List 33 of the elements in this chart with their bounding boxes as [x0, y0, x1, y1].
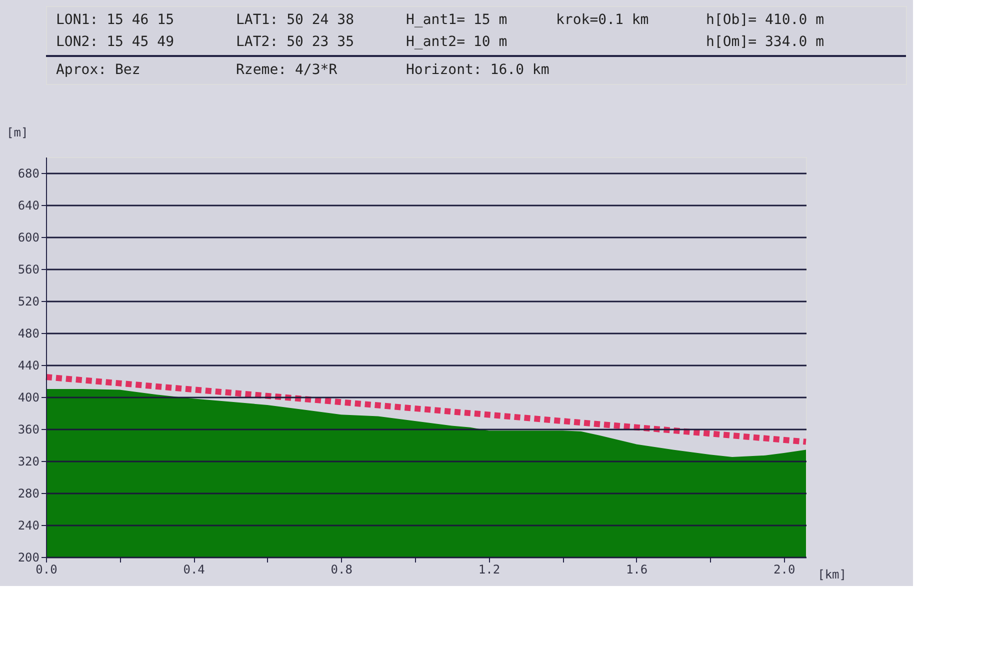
x-tick-label: 1.2 [478, 562, 500, 576]
y-tick-label: 520 [18, 294, 40, 308]
y-tick-label: 680 [18, 166, 40, 180]
y-tick-label: 240 [18, 518, 40, 532]
text: H_ant2= 10 m [406, 34, 508, 50]
y-tick-label: 480 [18, 326, 40, 340]
text: Horizont: 16.0 km [406, 62, 550, 78]
y-axis-title: [m] [6, 126, 28, 140]
text: krok=0.1 km [556, 12, 649, 28]
x-tick-label: 1.6 [626, 562, 648, 576]
y-tick-label: 440 [18, 358, 40, 372]
text: LAT2: 50 23 35 [236, 34, 354, 50]
text: h[Om]= 334.0 m [706, 34, 824, 50]
x-tick-label: 0.0 [36, 562, 58, 576]
y-tick-label: 400 [18, 390, 40, 404]
y-tick-label: 320 [18, 454, 40, 468]
text: h[Ob]= 410.0 m [706, 12, 824, 28]
y-tick-label: 560 [18, 262, 40, 276]
y-tick-label: 280 [18, 486, 40, 500]
text: Rzeme: 4/3*R [236, 62, 338, 78]
x-axis-title: [km] [818, 568, 846, 582]
text: Aprox: Bez [56, 62, 140, 78]
text: LON1: 15 46 15 [56, 12, 174, 28]
text: H_ant1= 15 m [406, 12, 508, 28]
y-tick-label: 640 [18, 198, 40, 212]
x-tick-label: 2.0 [774, 562, 796, 576]
x-tick-label: 0.4 [183, 562, 205, 576]
y-tick-label: 360 [18, 422, 40, 436]
text: LAT1: 50 24 38 [236, 12, 354, 28]
x-tick-label: 0.8 [330, 562, 352, 576]
text: LON2: 15 45 49 [56, 34, 174, 50]
y-tick-label: 600 [18, 230, 40, 244]
y-tick-label: 200 [18, 550, 40, 564]
